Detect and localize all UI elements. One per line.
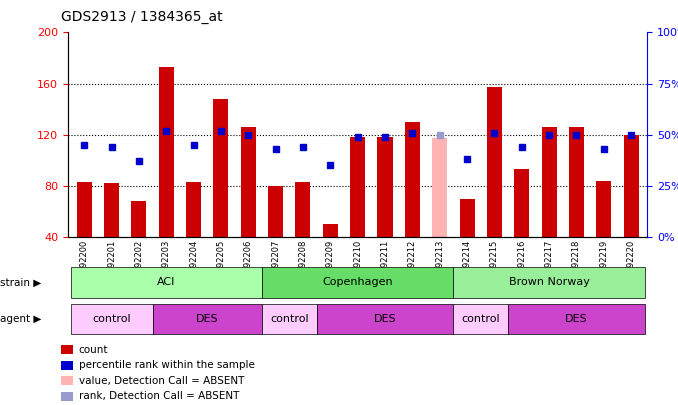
Bar [296, 182, 311, 237]
Text: count: count [79, 345, 108, 355]
Bar [186, 182, 201, 237]
Text: control: control [462, 314, 500, 324]
Bar [378, 137, 393, 237]
Text: strain ▶: strain ▶ [0, 277, 41, 288]
Bar [104, 183, 119, 237]
Bar [487, 87, 502, 237]
Bar [542, 127, 557, 237]
Text: agent ▶: agent ▶ [0, 314, 41, 324]
Text: Brown Norway: Brown Norway [508, 277, 589, 288]
Text: DES: DES [196, 314, 218, 324]
Bar [460, 198, 475, 237]
Text: value, Detection Call = ABSENT: value, Detection Call = ABSENT [79, 376, 244, 386]
Bar [159, 67, 174, 237]
Bar [432, 139, 447, 237]
Bar [241, 127, 256, 237]
Text: GDS2913 / 1384365_at: GDS2913 / 1384365_at [61, 10, 222, 24]
Bar [323, 224, 338, 237]
Bar [132, 201, 146, 237]
Text: DES: DES [565, 314, 588, 324]
Bar [77, 182, 92, 237]
Text: control: control [92, 314, 131, 324]
Text: Copenhagen: Copenhagen [322, 277, 393, 288]
Bar [350, 137, 365, 237]
Text: DES: DES [374, 314, 397, 324]
Bar [514, 169, 530, 237]
Bar [268, 186, 283, 237]
Text: control: control [270, 314, 308, 324]
Text: rank, Detection Call = ABSENT: rank, Detection Call = ABSENT [79, 391, 239, 401]
Bar [624, 134, 639, 237]
Bar [596, 181, 612, 237]
Text: ACI: ACI [157, 277, 176, 288]
Bar [214, 99, 228, 237]
Text: percentile rank within the sample: percentile rank within the sample [79, 360, 254, 370]
Bar [569, 127, 584, 237]
Bar [405, 122, 420, 237]
